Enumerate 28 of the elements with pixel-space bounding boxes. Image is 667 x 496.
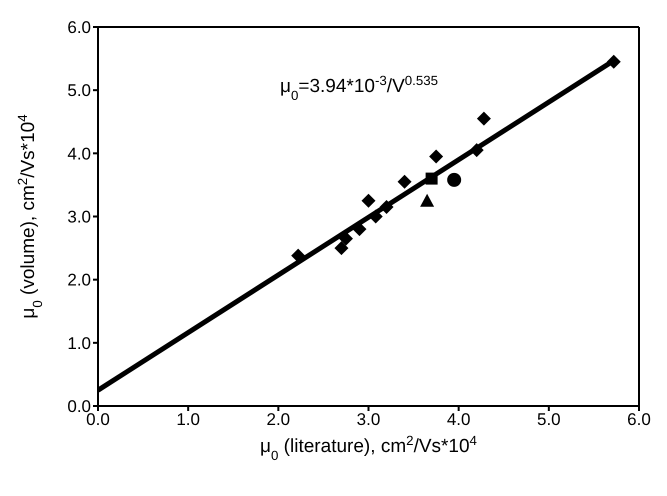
point: [334, 241, 348, 256]
x-tick-label: 4.0: [446, 410, 470, 430]
point: [380, 200, 394, 214]
point: [362, 194, 376, 208]
point: [606, 54, 621, 69]
point: [338, 232, 353, 246]
point: [291, 248, 306, 263]
x-tick-label: 2.0: [266, 410, 290, 430]
y-tick-label: 5.0: [67, 81, 91, 100]
x-axis-title: μ$_{0}$ (literature), cm$^{2}$/Vs*10$^{4}$: [260, 432, 477, 462]
y-tick-label: 1.0: [67, 334, 91, 353]
y-tick-label: 6.0: [67, 18, 91, 38]
point: [398, 174, 412, 189]
y-tick-label: 2.0: [67, 270, 91, 290]
x-tick-label: 3.0: [356, 410, 380, 430]
annotation: μ$_{0}$=3.94*10$^{-3}$/V$^{0.535}$: [280, 72, 438, 102]
x-tick-label: 6.0: [627, 410, 651, 430]
point: [368, 210, 383, 224]
point: [429, 149, 444, 164]
point: [447, 172, 462, 187]
point: [476, 112, 491, 126]
y-tick-label: 3.0: [67, 208, 91, 227]
x-tick-label: 5.0: [537, 410, 561, 430]
point: [426, 172, 438, 185]
point: [420, 194, 434, 207]
point: [470, 143, 484, 158]
x-tick-label: 1.0: [176, 410, 200, 430]
y-tick-label: 4.0: [67, 144, 91, 164]
